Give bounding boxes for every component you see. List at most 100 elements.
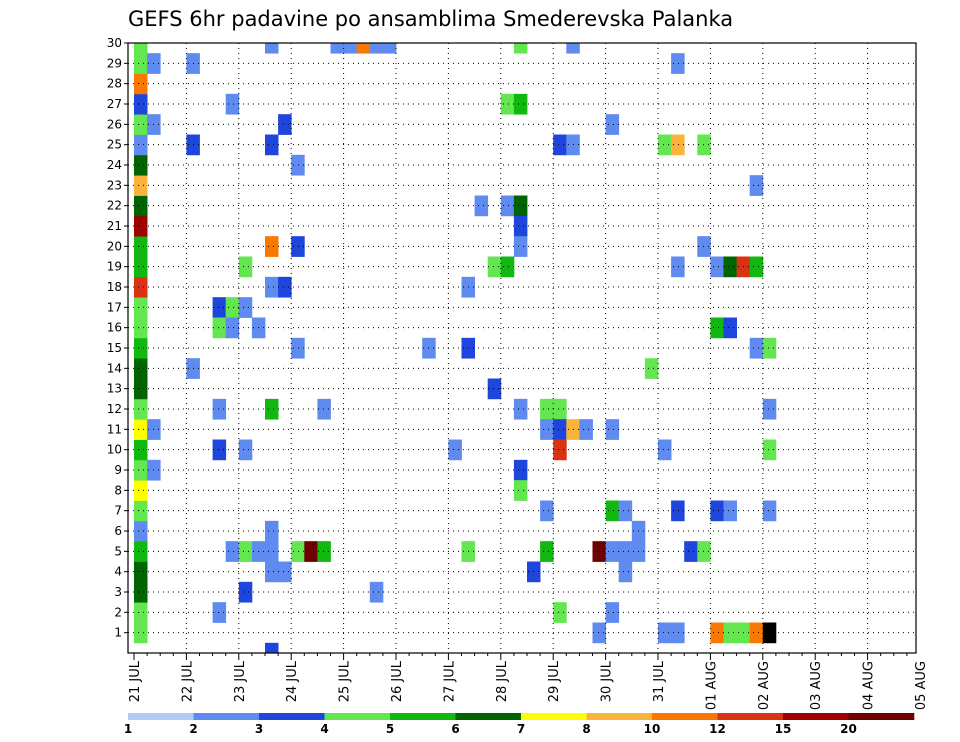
y-tick-label: 14 <box>107 361 122 375</box>
heatmap-cell <box>671 622 685 644</box>
y-tick-label: 20 <box>107 239 122 253</box>
heatmap-cell <box>553 602 567 623</box>
heatmap-cell <box>540 398 554 420</box>
legend-threshold-label: 1 <box>124 722 132 736</box>
heatmap-cell <box>134 73 148 95</box>
heatmap-cell <box>225 317 240 339</box>
legend-color-swatch <box>455 713 522 720</box>
heatmap-cell <box>540 541 554 562</box>
heatmap-cell <box>605 602 620 623</box>
heatmap-cell <box>723 256 737 278</box>
y-tick-label: 11 <box>107 422 122 436</box>
legend-threshold-label: 3 <box>255 722 263 736</box>
heatmap-cell <box>749 175 764 196</box>
legend-threshold-label: 5 <box>386 722 394 736</box>
heatmap-cell <box>749 256 764 278</box>
heatmap-cell <box>291 337 305 359</box>
heatmap-cell <box>566 43 580 54</box>
heatmap-cell <box>500 256 515 278</box>
heatmap-cell <box>723 500 737 522</box>
heatmap-cell <box>134 114 148 135</box>
heatmap-cell <box>369 43 384 54</box>
heatmap-cell <box>134 53 148 74</box>
y-tick-label: 2 <box>114 605 122 619</box>
y-tick-label: 16 <box>107 321 122 335</box>
heatmap-cell <box>762 337 777 359</box>
heatmap-cell <box>134 256 148 278</box>
y-tick-label: 24 <box>107 158 122 172</box>
heatmap-cell <box>134 459 148 481</box>
heatmap-cell <box>749 622 764 644</box>
heatmap-cell <box>710 500 724 522</box>
y-tick-label: 29 <box>107 56 122 70</box>
heatmap-cell <box>212 602 227 623</box>
heatmap-cell <box>513 236 528 257</box>
heatmap-cell <box>291 541 305 562</box>
heatmap-cell <box>134 134 148 156</box>
legend-threshold-label: 2 <box>189 722 197 736</box>
heatmap-cell <box>278 561 292 583</box>
y-tick-label: 1 <box>114 626 122 640</box>
y-tick-label: 27 <box>107 97 122 111</box>
heatmap-cell <box>513 93 528 115</box>
x-tick-label: 25 JUL <box>338 660 353 702</box>
heatmap-cell <box>134 276 148 298</box>
heatmap-cell <box>579 419 593 440</box>
legend-color-swatch <box>586 713 653 720</box>
heatmap-cell <box>697 236 711 257</box>
heatmap-cell <box>540 500 554 522</box>
heatmap-cell <box>265 642 279 654</box>
x-tick-label: 02 AUG <box>757 661 772 710</box>
heatmap-cell <box>684 541 698 562</box>
y-tick-label: 18 <box>107 280 122 294</box>
heatmap-cell <box>134 398 148 420</box>
y-tick-label: 15 <box>107 341 122 355</box>
heatmap-cell <box>134 378 148 400</box>
heatmap-cell <box>500 195 515 217</box>
heatmap-cell <box>134 500 148 522</box>
chart-title: GEFS 6hr padavine po ansamblima Smederev… <box>128 7 733 31</box>
heatmap-cell <box>291 236 305 257</box>
heatmap-cell <box>474 195 489 217</box>
legend-color-swatch <box>652 713 718 720</box>
x-tick-label: 23 JUL <box>233 660 248 702</box>
heatmap-cell <box>605 419 620 440</box>
x-tick-label: 26 JUL <box>390 660 405 702</box>
heatmap-cell <box>291 154 305 176</box>
heatmap-cell <box>513 480 528 501</box>
heatmap-cell <box>265 134 279 156</box>
x-tick-label: 31 JUL <box>652 660 667 702</box>
heatmap-cell <box>749 337 764 359</box>
heatmap-cell <box>134 337 148 359</box>
legend-threshold-label: 6 <box>451 722 459 736</box>
heatmap-cell <box>134 297 148 318</box>
legend-threshold-label: 4 <box>320 722 328 736</box>
y-tick-label: 13 <box>107 382 122 396</box>
y-tick-label: 17 <box>107 300 122 314</box>
heatmap-cell <box>618 561 633 583</box>
legend-threshold-label: 12 <box>709 722 726 736</box>
heatmap-cell <box>671 500 685 522</box>
heatmap-cell <box>317 541 331 562</box>
heatmap-cell <box>134 43 148 54</box>
heatmap-cell <box>265 541 279 562</box>
heatmap-cell <box>710 622 724 644</box>
legend-color-swatch <box>717 713 784 720</box>
heatmap-cell <box>671 53 685 74</box>
heatmap-cell <box>513 195 528 217</box>
heatmap-cell <box>134 581 148 603</box>
heatmap-cell <box>487 378 502 400</box>
y-tick-label: 3 <box>114 585 122 599</box>
heatmap-cell <box>265 43 279 54</box>
x-tick-label: 21 JUL <box>128 660 143 702</box>
heatmap-cell <box>265 398 279 420</box>
heatmap-cell <box>605 500 620 522</box>
heatmap-cell <box>762 439 777 461</box>
heatmap-cell <box>238 541 253 562</box>
heatmap-cell <box>644 358 659 379</box>
legend-color-swatch <box>193 713 260 720</box>
x-tick-label: 04 AUG <box>862 661 877 710</box>
heatmap-cell <box>658 134 672 156</box>
heatmap-cell <box>710 256 724 278</box>
